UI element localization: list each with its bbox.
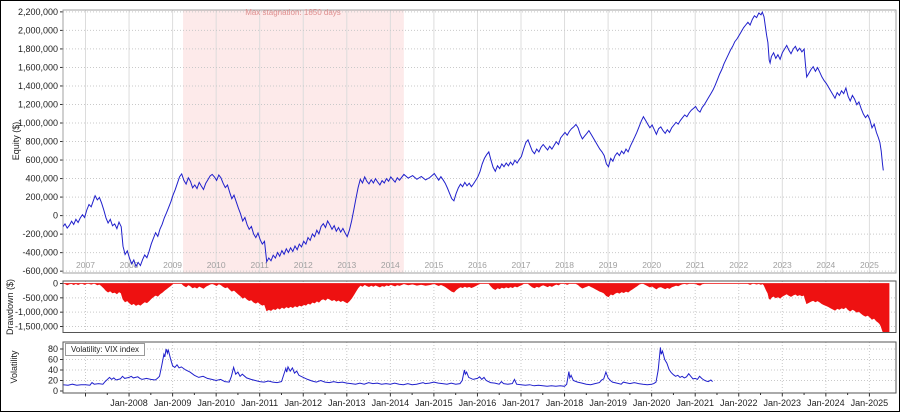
equity-y-tick-label: -200,000 xyxy=(22,229,58,239)
equity-y-tick-label: 800,000 xyxy=(25,137,58,147)
bottom-tick-label: Jan-2022 xyxy=(720,398,758,408)
equity-year-label: 2018 xyxy=(555,260,574,270)
bottom-tick-label: Jan-2017 xyxy=(502,398,540,408)
equity-y-tick-label: 1,800,000 xyxy=(18,44,58,54)
equity-year-label: 2022 xyxy=(729,260,748,270)
bottom-tick-label: Jan-2023 xyxy=(764,398,802,408)
equity-y-tick-label: 600,000 xyxy=(25,155,58,165)
drawdown-area xyxy=(63,282,890,333)
equity-year-label: 2007 xyxy=(76,260,95,270)
bottom-tick-label: Jan-2016 xyxy=(459,398,497,408)
volatility-axis-title: Volatility xyxy=(9,350,19,384)
bottom-tick-label: Jan-2021 xyxy=(676,398,714,408)
equity-year-label: 2017 xyxy=(512,260,531,270)
bottom-tick-label: Jan-2015 xyxy=(415,398,453,408)
bottom-tick-label: Jan-2012 xyxy=(284,398,322,408)
volatility-y-tick-label: 60 xyxy=(48,355,58,365)
bottom-tick-label: Jan-2018 xyxy=(546,398,584,408)
drawdown-y-tick-label: -1,500,000 xyxy=(15,322,58,332)
drawdown-panel-frame xyxy=(62,280,897,333)
equity-year-label: 2024 xyxy=(816,260,835,270)
equity-year-label: 2014 xyxy=(381,260,400,270)
equity-y-tick-label: -400,000 xyxy=(22,248,58,258)
equity-year-label: 2025 xyxy=(860,260,879,270)
stagnation-annotation: Max stagnation: 1850 days xyxy=(245,8,341,17)
equity-year-label: 2015 xyxy=(424,260,443,270)
equity-y-tick-label: 1,400,000 xyxy=(18,81,58,91)
equity-year-label: 2023 xyxy=(773,260,792,270)
drawdown-y-tick-label: -1,000,000 xyxy=(15,307,58,317)
bottom-tick-label: Jan-2014 xyxy=(372,398,410,408)
volatility-y-tick-label: 0 xyxy=(53,386,58,396)
equity-year-label: 2011 xyxy=(251,260,270,270)
equity-year-label: 2016 xyxy=(468,260,487,270)
equity-year-label: 2021 xyxy=(686,260,705,270)
equity-y-tick-label: 2,200,000 xyxy=(18,7,58,17)
equity-line xyxy=(63,10,884,268)
equity-year-label: 2019 xyxy=(599,260,618,270)
equity-y-tick-label: 1,600,000 xyxy=(18,62,58,72)
bottom-tick-label: Jan-2009 xyxy=(154,398,192,408)
equity-y-tick-label: 2,000,000 xyxy=(18,25,58,35)
equity-y-tick-label: 1,000,000 xyxy=(18,118,58,128)
bottom-tick-label: Jan-2013 xyxy=(328,398,366,408)
volatility-panel-frame xyxy=(62,341,897,394)
equity-year-label: 2008 xyxy=(120,260,139,270)
equity-year-label: 2009 xyxy=(163,260,182,270)
equity-year-label: 2013 xyxy=(337,260,356,270)
bottom-tick-label: Jan-2011 xyxy=(241,398,278,408)
equity-y-tick-label: 1,200,000 xyxy=(18,99,58,109)
equity-y-tick-label: -600,000 xyxy=(22,266,58,276)
vix-line xyxy=(63,347,713,387)
equity-y-tick-label: 0 xyxy=(53,211,58,221)
drawdown-y-tick-label: 0 xyxy=(53,279,58,289)
bottom-tick-label: Jan-2010 xyxy=(197,398,235,408)
equity-year-label: 2020 xyxy=(642,260,661,270)
bottom-tick-label: Jan-2024 xyxy=(807,398,845,408)
equity-y-tick-label: 200,000 xyxy=(25,192,58,202)
bottom-tick-label: Jan-2020 xyxy=(633,398,671,408)
bottom-tick-label: Jan-2019 xyxy=(589,398,627,408)
equity-year-label: 2012 xyxy=(294,260,313,270)
equity-y-tick-label: 400,000 xyxy=(25,174,58,184)
volatility-y-tick-label: 80 xyxy=(48,344,58,354)
volatility-y-tick-label: 40 xyxy=(48,365,58,375)
volatility-legend: Volatility: VIX index xyxy=(65,343,146,356)
bottom-tick-label: Jan-2008 xyxy=(110,398,148,408)
drawdown-y-tick-label: -500,000 xyxy=(22,293,58,303)
equity-axis-title: Equity ($) xyxy=(11,121,21,161)
equity-panel-frame xyxy=(62,9,897,274)
volatility-y-tick-label: 20 xyxy=(48,376,58,386)
bottom-tick-label: Jan-2025 xyxy=(851,398,889,408)
equity-year-label: 2010 xyxy=(207,260,226,270)
